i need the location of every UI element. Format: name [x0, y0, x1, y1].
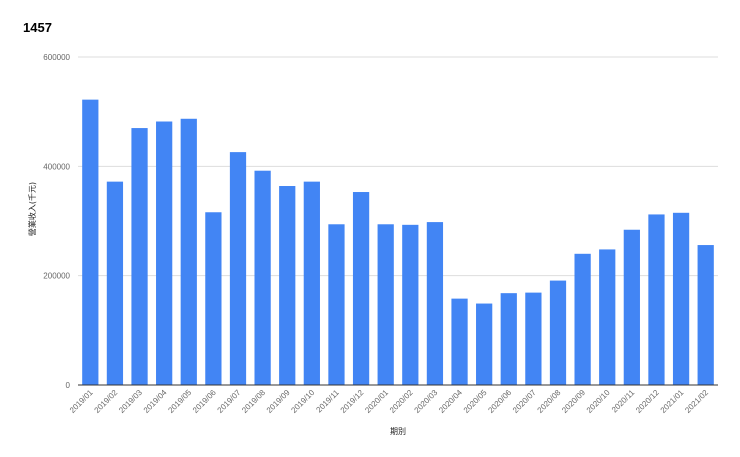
bar-2019-01[interactable]: [82, 99, 99, 385]
bar-2019-12[interactable]: [352, 192, 370, 385]
bar-2021-02[interactable]: [697, 245, 714, 385]
x-tick-label: 2019/01: [68, 388, 95, 415]
x-tick-label: 2020/03: [413, 388, 440, 415]
bar-2019-04[interactable]: [156, 121, 173, 386]
bar-2019-08[interactable]: [254, 170, 271, 385]
bar-2019-06[interactable]: [205, 212, 222, 385]
bar-2019-10[interactable]: [303, 181, 320, 385]
bar-2019-07[interactable]: [229, 152, 247, 385]
bar-2021-01[interactable]: [672, 212, 690, 385]
x-axis-title: 期別: [390, 427, 406, 436]
y-axis-title: 營業收入(千元): [27, 182, 37, 236]
bar-2020-02[interactable]: [402, 224, 419, 385]
y-tick-labels: 0 200000 400000 600000: [43, 53, 70, 390]
x-tick-label: 2020/07: [511, 388, 538, 415]
x-tick-label: 2020/05: [462, 388, 489, 415]
x-tick-label: 2020/11: [610, 388, 637, 415]
bar-2019-11[interactable]: [328, 224, 345, 385]
x-tick-label: 2021/01: [659, 388, 686, 415]
bar-2020-11[interactable]: [623, 229, 640, 385]
x-tick-label: 2019/11: [314, 388, 341, 415]
x-tick-label: 2019/06: [191, 388, 218, 415]
bar-2019-05[interactable]: [180, 118, 197, 386]
bar-2020-05[interactable]: [476, 303, 493, 385]
x-tick-label: 2020/01: [363, 388, 390, 415]
y-tick-label: 200000: [43, 272, 70, 281]
x-tick-label: 2020/02: [388, 388, 415, 415]
x-tick-label: 2019/12: [339, 388, 366, 415]
x-tick-label: 2020/10: [585, 388, 612, 415]
bar-2020-03[interactable]: [426, 222, 444, 385]
x-tick-label: 2020/08: [536, 388, 563, 415]
bar-2020-12[interactable]: [648, 214, 665, 385]
x-tick-label: 2019/05: [166, 388, 193, 415]
x-tick-label: 2019/03: [117, 388, 144, 415]
x-tick-labels: 2019/012019/022019/032019/042019/052019/…: [68, 388, 711, 415]
bar-2020-07[interactable]: [525, 292, 542, 385]
y-tick-label: 400000: [43, 162, 70, 171]
x-tick-label: 2019/09: [265, 388, 292, 415]
x-tick-label: 2019/10: [289, 388, 316, 415]
bar-2020-06[interactable]: [500, 293, 517, 385]
x-tick-label: 2019/04: [142, 388, 169, 415]
bar-2019-02[interactable]: [106, 181, 124, 385]
x-tick-label: 2021/02: [683, 388, 710, 415]
y-tick-label: 600000: [43, 53, 70, 62]
gridlines: [78, 56, 718, 277]
bar-2020-08[interactable]: [549, 280, 567, 385]
bar-2019-09[interactable]: [279, 186, 296, 385]
x-tick-label: 2019/02: [93, 388, 120, 415]
bar-2020-01[interactable]: [377, 224, 394, 385]
x-tick-label: 2020/12: [634, 388, 661, 415]
bar-2020-09[interactable]: [574, 253, 591, 385]
chart-title: 1457: [23, 20, 52, 35]
x-tick-label: 2019/08: [240, 388, 267, 415]
x-tick-label: 2020/06: [486, 388, 513, 415]
bars: [82, 99, 714, 386]
bar-2020-10[interactable]: [599, 249, 616, 385]
x-tick-label: 2020/09: [560, 388, 587, 415]
x-tick-label: 2020/04: [437, 388, 464, 415]
y-tick-label: 0: [66, 381, 71, 390]
bar-2020-04[interactable]: [451, 298, 468, 385]
bar-2019-03[interactable]: [131, 128, 148, 386]
x-tick-label: 2019/07: [216, 388, 243, 415]
